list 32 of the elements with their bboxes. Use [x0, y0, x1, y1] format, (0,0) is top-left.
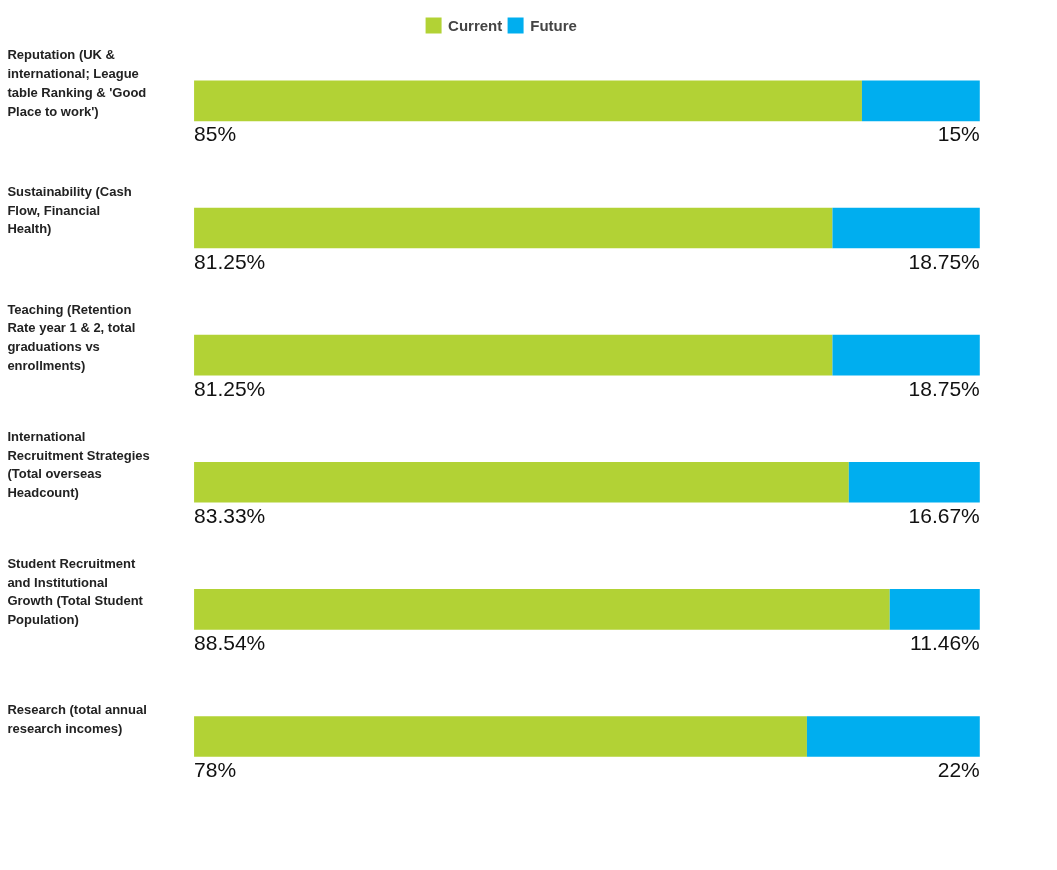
- data-label: 18.75%: [908, 249, 980, 273]
- bar: [832, 207, 980, 249]
- data-label: 11.46%: [910, 630, 980, 654]
- data-label: 18.75%: [908, 376, 980, 400]
- bar: [194, 716, 807, 757]
- bar: [889, 589, 980, 630]
- y-tick-label: Reputation (UK & international; League table Ranking & 'Good Place to work'): [7, 47, 147, 119]
- y-tick-label: International Recruitment Strategies (Total overseas Headcount): [7, 428, 150, 501]
- bar: [194, 334, 833, 376]
- y-tick-label: Student Recruitment and Institutional Growth (Total Student Population): [7, 555, 144, 628]
- bar: [848, 461, 980, 503]
- bar: [194, 207, 833, 249]
- data-label: 81.25%: [194, 376, 266, 400]
- data-label: 22%: [937, 758, 980, 782]
- legend-label: Current: [448, 16, 503, 34]
- data-label: 88.54%: [194, 630, 266, 654]
- legend-label: Future: [530, 16, 577, 34]
- data-label: 16.67%: [908, 503, 980, 527]
- bar: [194, 80, 862, 122]
- bar: [861, 80, 980, 122]
- data-label: 15%: [937, 122, 980, 146]
- y-tick-label: Research (total annual research incomes): [7, 701, 147, 736]
- data-label: 83.33%: [194, 503, 266, 527]
- bar: [194, 461, 849, 503]
- data-label: 81.25%: [194, 249, 266, 273]
- y-tick-label: Teaching (Retention Rate year 1 & 2, total graduations vs enrollments): [7, 301, 136, 373]
- data-label: 78%: [194, 758, 237, 782]
- bar: [832, 334, 980, 376]
- bar: [806, 716, 980, 757]
- bar: [194, 589, 890, 630]
- y-tick-label: Sustainability (Cash Flow, Financial Health): [7, 183, 132, 237]
- data-label: 85%: [194, 122, 237, 146]
